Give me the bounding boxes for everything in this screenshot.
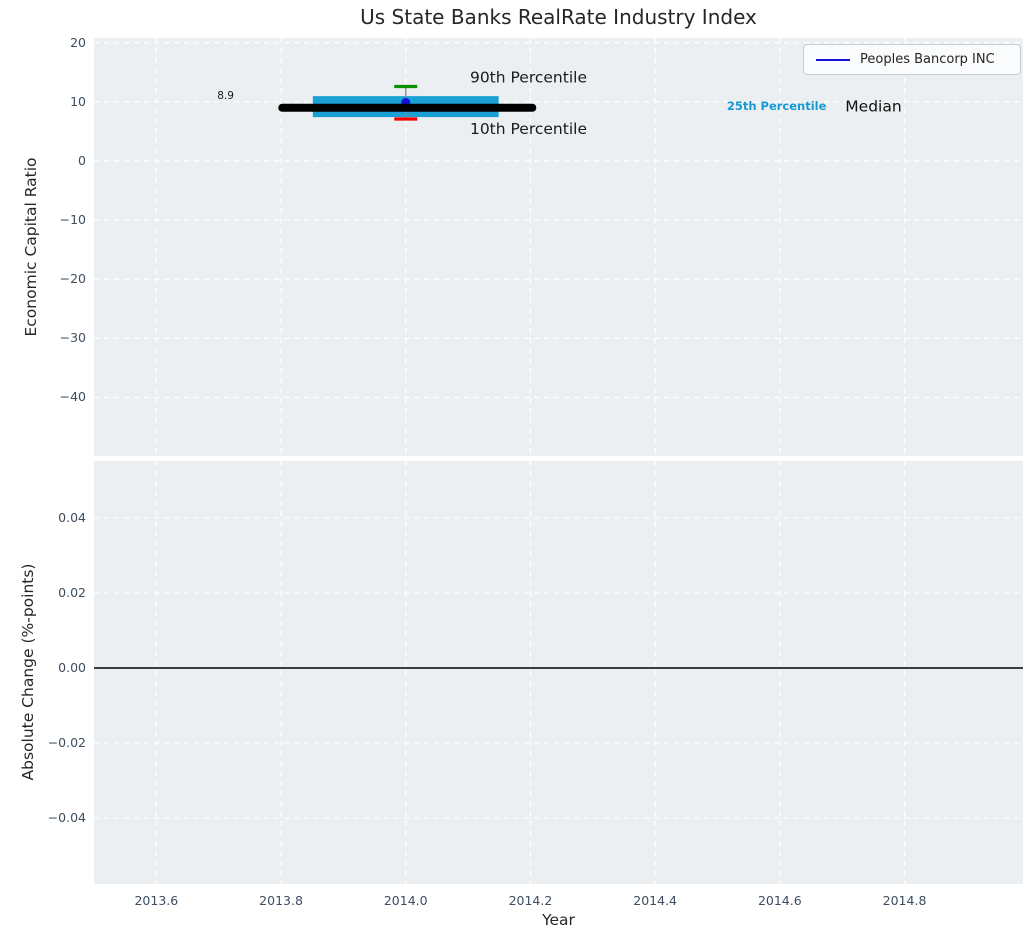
annotation-10th-percentile: 10th Percentile xyxy=(470,120,587,138)
absolute-change-plot xyxy=(94,461,1023,884)
y-tick-label: 0.00 xyxy=(58,660,86,675)
x-axis-label: Year xyxy=(542,911,575,929)
legend-label: Peoples Bancorp INC xyxy=(860,52,995,67)
y-tick-label: 0.02 xyxy=(58,585,86,600)
x-tick-label: 2014.4 xyxy=(633,893,678,908)
economic-capital-ratio-plot: 8.9 90th Percentile 10th Percentile 25th Pe… xyxy=(94,38,1023,456)
annotation-25th-percentile: 25th Percentile xyxy=(727,99,827,113)
errorbar-caps xyxy=(394,84,418,121)
y-tick-label: −30 xyxy=(59,330,86,346)
legend-line-sample xyxy=(816,58,850,61)
absolute-change-canvas xyxy=(94,461,1023,884)
annotation-90th-percentile: 90th Percentile xyxy=(470,69,587,87)
y-tick-label: −20 xyxy=(59,271,86,287)
y-tick-label: 10 xyxy=(70,93,86,109)
economic-capital-ratio-canvas: 8.9 90th Percentile 10th Percentile 25th Pe… xyxy=(94,38,1023,456)
gridlines xyxy=(94,38,1023,456)
plot-background xyxy=(94,461,1023,884)
x-tick-label: 2014.6 xyxy=(757,893,802,908)
plot-background xyxy=(94,38,1023,456)
y-tick-label: −0.02 xyxy=(47,735,86,750)
legend: Peoples Bancorp INC xyxy=(803,44,1021,75)
annotation-8-9: 8.9 xyxy=(217,90,234,102)
annotation-median: Median xyxy=(845,98,901,116)
y-tick-label: −0.04 xyxy=(47,810,86,825)
y-tick-label: −10 xyxy=(59,212,86,228)
x-tick-label: 2014.0 xyxy=(383,893,428,908)
x-tick-label: 2013.6 xyxy=(134,893,179,908)
x-tick-label: 2014.2 xyxy=(508,893,553,908)
y-axis-label-top: Economic Capital Ratio xyxy=(22,157,40,337)
chart-title: Us State Banks RealRate Industry Index xyxy=(360,5,757,29)
y-tick-label: 0.04 xyxy=(58,510,86,525)
y-tick-label: 20 xyxy=(70,34,86,50)
y-tick-label: 0 xyxy=(78,152,86,168)
x-tick-label: 2014.8 xyxy=(882,893,927,908)
x-tick-label: 2013.8 xyxy=(259,893,303,908)
y-tick-label: −40 xyxy=(59,389,86,405)
